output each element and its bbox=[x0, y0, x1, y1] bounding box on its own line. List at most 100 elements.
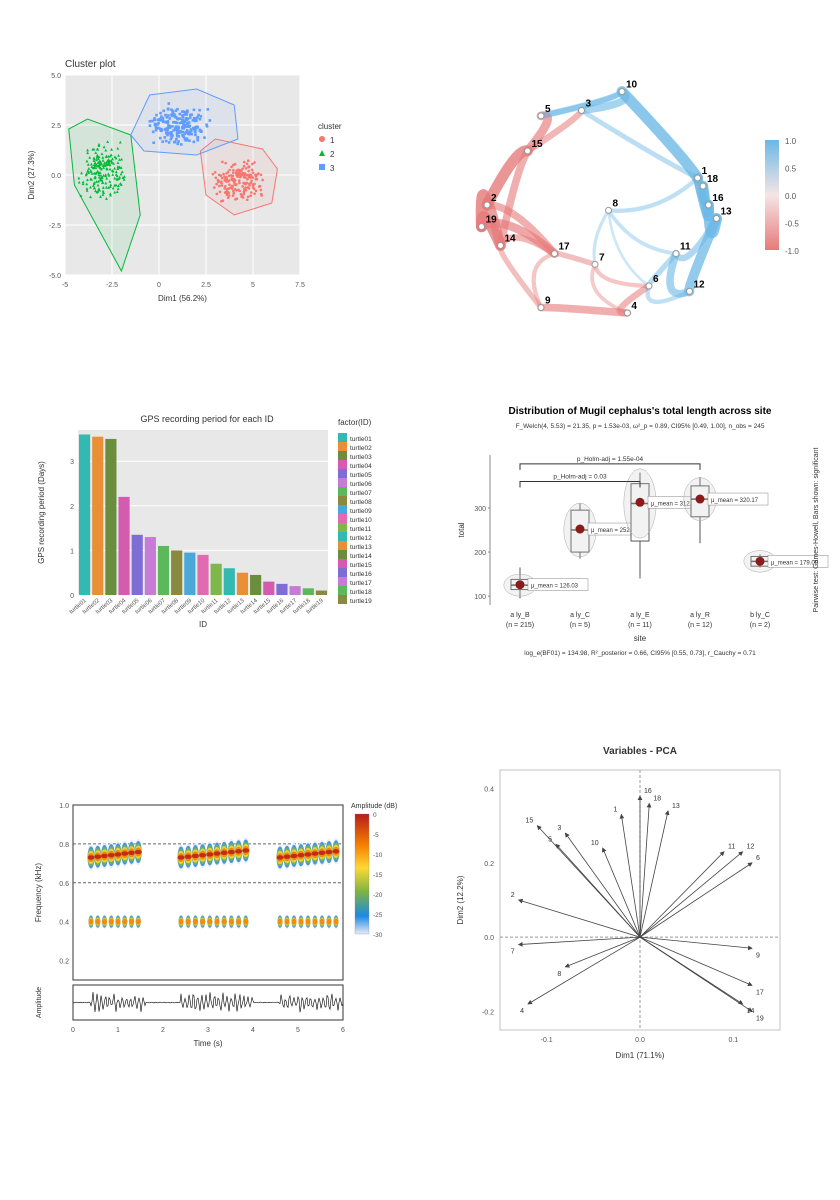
svg-text:15: 15 bbox=[526, 818, 534, 825]
svg-text:16: 16 bbox=[712, 193, 724, 204]
svg-text:turtle04: turtle04 bbox=[350, 463, 372, 470]
svg-text:7: 7 bbox=[511, 949, 515, 956]
svg-text:turtle07: turtle07 bbox=[350, 490, 372, 497]
gps-bar-panel: GPS recording period for each ID 0 1 2 3 turt… bbox=[30, 410, 430, 640]
svg-text:6: 6 bbox=[341, 1027, 345, 1034]
svg-text:3: 3 bbox=[586, 99, 592, 110]
svg-text:Dim1 (56.2%): Dim1 (56.2%) bbox=[158, 294, 207, 303]
svg-text:11: 11 bbox=[680, 242, 691, 253]
svg-text:19: 19 bbox=[756, 1015, 764, 1022]
svg-text:4: 4 bbox=[631, 301, 637, 312]
svg-text:3: 3 bbox=[206, 1027, 210, 1034]
svg-text:4: 4 bbox=[520, 1008, 524, 1015]
svg-text:0: 0 bbox=[70, 593, 74, 600]
svg-text:1: 1 bbox=[613, 807, 617, 814]
svg-text:0.8: 0.8 bbox=[59, 842, 69, 849]
svg-text:turtle01: turtle01 bbox=[350, 436, 372, 443]
svg-text:16: 16 bbox=[644, 788, 652, 795]
svg-text:18: 18 bbox=[707, 174, 719, 185]
svg-text:turtle08: turtle08 bbox=[350, 499, 372, 506]
svg-text:0: 0 bbox=[373, 812, 377, 819]
svg-text:3: 3 bbox=[330, 164, 335, 173]
svg-text:a ly_R: a ly_R bbox=[690, 612, 710, 619]
svg-text:turtle03: turtle03 bbox=[350, 454, 372, 461]
svg-text:13: 13 bbox=[721, 207, 733, 218]
svg-text:5: 5 bbox=[545, 104, 551, 115]
svg-text:0.0: 0.0 bbox=[51, 173, 61, 180]
svg-text:17: 17 bbox=[756, 989, 764, 996]
svg-text:17: 17 bbox=[559, 242, 571, 253]
svg-text:-30: -30 bbox=[373, 932, 383, 939]
svg-text:2: 2 bbox=[491, 193, 497, 204]
cluster-plot-panel: Cluster plot-5-2.502.557.5-5.0-2.50.02.5… bbox=[20, 55, 370, 310]
svg-text:0.1: 0.1 bbox=[728, 1037, 738, 1044]
svg-text:8: 8 bbox=[613, 198, 619, 209]
svg-text:(n = 11): (n = 11) bbox=[628, 622, 652, 629]
svg-text:18: 18 bbox=[653, 795, 661, 802]
svg-text:Amplitude: Amplitude bbox=[36, 987, 43, 1018]
pca-panel: Variables - PCA-0.10.00.1-0.20.00.20.412… bbox=[445, 740, 815, 1070]
boxplot-svg: Distribution of Mugil cephalus's total l… bbox=[450, 400, 830, 660]
svg-text:0.4: 0.4 bbox=[484, 787, 494, 794]
svg-text:turtle10: turtle10 bbox=[350, 517, 372, 524]
svg-text:5.0: 5.0 bbox=[51, 73, 61, 80]
svg-text:9: 9 bbox=[756, 952, 760, 959]
svg-text:6: 6 bbox=[756, 855, 760, 862]
svg-text:4: 4 bbox=[251, 1027, 255, 1034]
svg-text:p_Holm-adj = 1.55e-04: p_Holm-adj = 1.55e-04 bbox=[577, 456, 644, 463]
svg-text:100: 100 bbox=[474, 594, 486, 601]
svg-text:F_Welch(4, 5.53) = 21.35, p =: F_Welch(4, 5.53) = 21.35, p = 1.53e-03, … bbox=[516, 423, 765, 430]
svg-text:15: 15 bbox=[532, 139, 544, 150]
svg-text:b ly_C: b ly_C bbox=[750, 612, 770, 619]
svg-text:10: 10 bbox=[626, 80, 638, 91]
svg-text:turtle11: turtle11 bbox=[350, 526, 372, 533]
svg-text:-5: -5 bbox=[62, 282, 68, 289]
svg-text:0.6: 0.6 bbox=[59, 881, 69, 888]
svg-text:(n = 2): (n = 2) bbox=[750, 622, 770, 629]
svg-text:-15: -15 bbox=[373, 872, 383, 879]
svg-text:p_Holm-adj = 0.03: p_Holm-adj = 0.03 bbox=[553, 473, 607, 480]
svg-text:-25: -25 bbox=[373, 912, 383, 919]
svg-text:GPS recording period for each: GPS recording period for each ID bbox=[141, 414, 275, 424]
svg-text:0.2: 0.2 bbox=[59, 959, 69, 966]
svg-text:(n = 12): (n = 12) bbox=[688, 622, 712, 629]
svg-text:3: 3 bbox=[70, 459, 74, 466]
svg-text:1: 1 bbox=[70, 548, 74, 555]
svg-text:(n = 5): (n = 5) bbox=[570, 622, 590, 629]
svg-text:Amplitude (dB): Amplitude (dB) bbox=[351, 803, 397, 810]
svg-text:Dim1 (71.1%): Dim1 (71.1%) bbox=[616, 1051, 665, 1060]
svg-text:-10: -10 bbox=[373, 852, 383, 859]
svg-text:turtle12: turtle12 bbox=[350, 535, 372, 542]
svg-text:Pairwise test: Games-Howell, B: Pairwise test: Games-Howell, Bars shown:… bbox=[813, 447, 820, 612]
svg-text:1.0: 1.0 bbox=[785, 137, 797, 146]
svg-text:0.4: 0.4 bbox=[59, 920, 69, 927]
svg-text:-20: -20 bbox=[373, 892, 383, 899]
svg-text:-5: -5 bbox=[373, 832, 379, 839]
svg-text:log_e(BF01) = 134.98, R²_poste: log_e(BF01) = 134.98, R²_posterior = 0.6… bbox=[524, 650, 756, 657]
svg-text:2: 2 bbox=[330, 150, 335, 159]
svg-text:Time (s): Time (s) bbox=[193, 1039, 222, 1048]
svg-text:site: site bbox=[634, 634, 647, 643]
svg-text:μ_mean = 126.03: μ_mean = 126.03 bbox=[531, 584, 579, 590]
svg-text:2: 2 bbox=[70, 504, 74, 511]
svg-text:turtle17: turtle17 bbox=[350, 580, 372, 587]
svg-text:10: 10 bbox=[591, 840, 599, 847]
svg-text:Frequency (kHz): Frequency (kHz) bbox=[34, 863, 43, 922]
svg-text:-5.0: -5.0 bbox=[49, 273, 61, 280]
network-svg: 123456789101112131415161718191.00.50.0-0… bbox=[435, 60, 825, 340]
svg-text:(n = 215): (n = 215) bbox=[506, 622, 534, 629]
svg-text:9: 9 bbox=[545, 296, 551, 307]
svg-text:11: 11 bbox=[728, 844, 735, 851]
svg-text:turtle19: turtle19 bbox=[350, 598, 372, 605]
boxplot-panel: Distribution of Mugil cephalus's total l… bbox=[450, 400, 830, 660]
svg-text:0.0: 0.0 bbox=[785, 192, 797, 201]
svg-text:7: 7 bbox=[599, 252, 605, 263]
network-panel: 123456789101112131415161718191.00.50.0-0… bbox=[435, 60, 825, 340]
svg-text:8: 8 bbox=[557, 971, 561, 978]
svg-text:0.2: 0.2 bbox=[484, 861, 494, 868]
svg-text:turtle15: turtle15 bbox=[350, 562, 372, 569]
svg-text:-0.5: -0.5 bbox=[785, 220, 799, 229]
svg-text:1.0: 1.0 bbox=[59, 803, 69, 810]
svg-text:13: 13 bbox=[672, 803, 680, 810]
svg-text:14: 14 bbox=[505, 234, 517, 245]
